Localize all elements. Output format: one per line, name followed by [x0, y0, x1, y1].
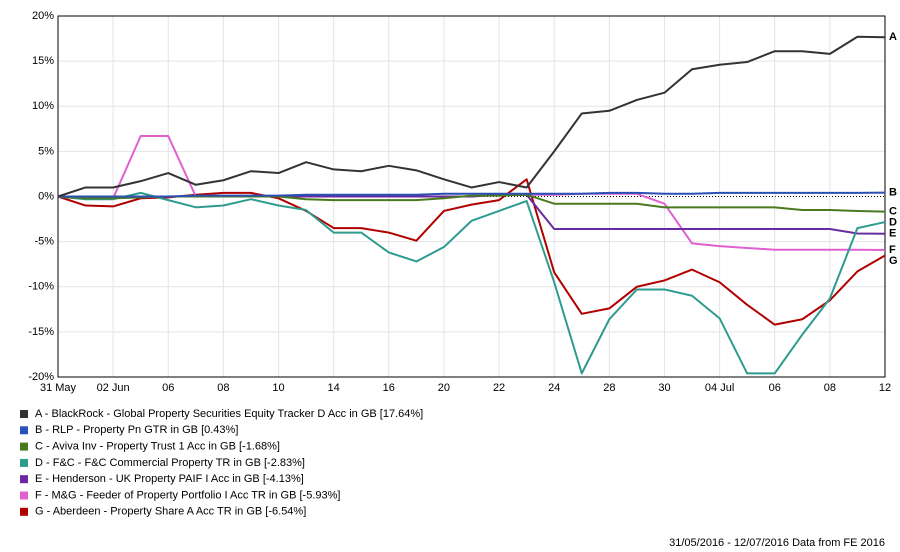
end-letter: E — [889, 228, 896, 240]
x-tick-label: 06 — [769, 382, 781, 394]
x-tick-label: 22 — [493, 382, 505, 394]
x-tick-label: 31 May — [40, 382, 77, 394]
end-letter: D — [889, 217, 897, 229]
x-tick-label: 08 — [217, 382, 229, 394]
x-tick-label: 20 — [438, 382, 450, 394]
x-tick-label: 10 — [272, 382, 284, 394]
end-letter: A — [889, 31, 897, 43]
y-tick-label: -15% — [28, 326, 54, 338]
footer: 31/05/2016 - 12/07/2016 Data from FE 201… — [669, 537, 885, 549]
x-tick-label: 28 — [603, 382, 615, 394]
legend-swatch — [20, 442, 28, 451]
legend-label: C - Aviva Inv - Property Trust 1 Acc in … — [35, 441, 280, 453]
x-tick-label: 30 — [658, 382, 670, 394]
legend-swatch — [20, 410, 28, 418]
x-tick-label: 06 — [162, 382, 174, 394]
y-tick-label: -5% — [34, 236, 54, 248]
series-line — [58, 191, 886, 198]
legend-swatch — [20, 458, 28, 467]
end-letter: B — [889, 187, 897, 199]
y-tick-label: 10% — [32, 100, 54, 112]
series-line — [57, 191, 886, 375]
legend-swatch — [20, 475, 28, 484]
legend-swatch — [20, 491, 28, 500]
x-tick-label: 14 — [328, 382, 340, 394]
end-letter: F — [889, 244, 896, 256]
legend-label: A - BlackRock - Global Property Securiti… — [35, 408, 423, 420]
end-letter: C — [889, 206, 897, 218]
legend-swatch — [20, 426, 28, 435]
legend-label: B - RLP - Property Pn GTR in GB [0.43%] — [35, 424, 238, 436]
legend-swatch — [20, 507, 28, 516]
x-tick-label: 02 Jun — [97, 382, 130, 394]
y-tick-label: -20% — [28, 371, 54, 383]
y-tick-label: 15% — [32, 55, 54, 67]
x-tick-label: 16 — [383, 382, 395, 394]
x-tick-label: 08 — [824, 382, 836, 394]
x-tick-label: 24 — [548, 382, 560, 394]
y-tick-label: -10% — [28, 281, 54, 293]
series-line — [57, 35, 886, 198]
y-tick-label: 20% — [32, 10, 54, 22]
end-letter: G — [889, 255, 898, 267]
legend-label: G - Aberdeen - Property Share A Acc TR i… — [35, 506, 306, 518]
y-tick-label: 0% — [38, 190, 54, 202]
legend-label: F - M&G - Feeder of Property Portfolio I… — [35, 489, 340, 501]
y-tick-label: 5% — [38, 145, 54, 157]
x-tick-label: 12 — [879, 382, 891, 394]
x-tick-label: 04 Jul — [705, 382, 734, 394]
legend-label: D - F&C - F&C Commercial Property TR in … — [35, 457, 305, 469]
legend-label: E - Henderson - UK Property PAIF I Acc i… — [35, 473, 304, 485]
